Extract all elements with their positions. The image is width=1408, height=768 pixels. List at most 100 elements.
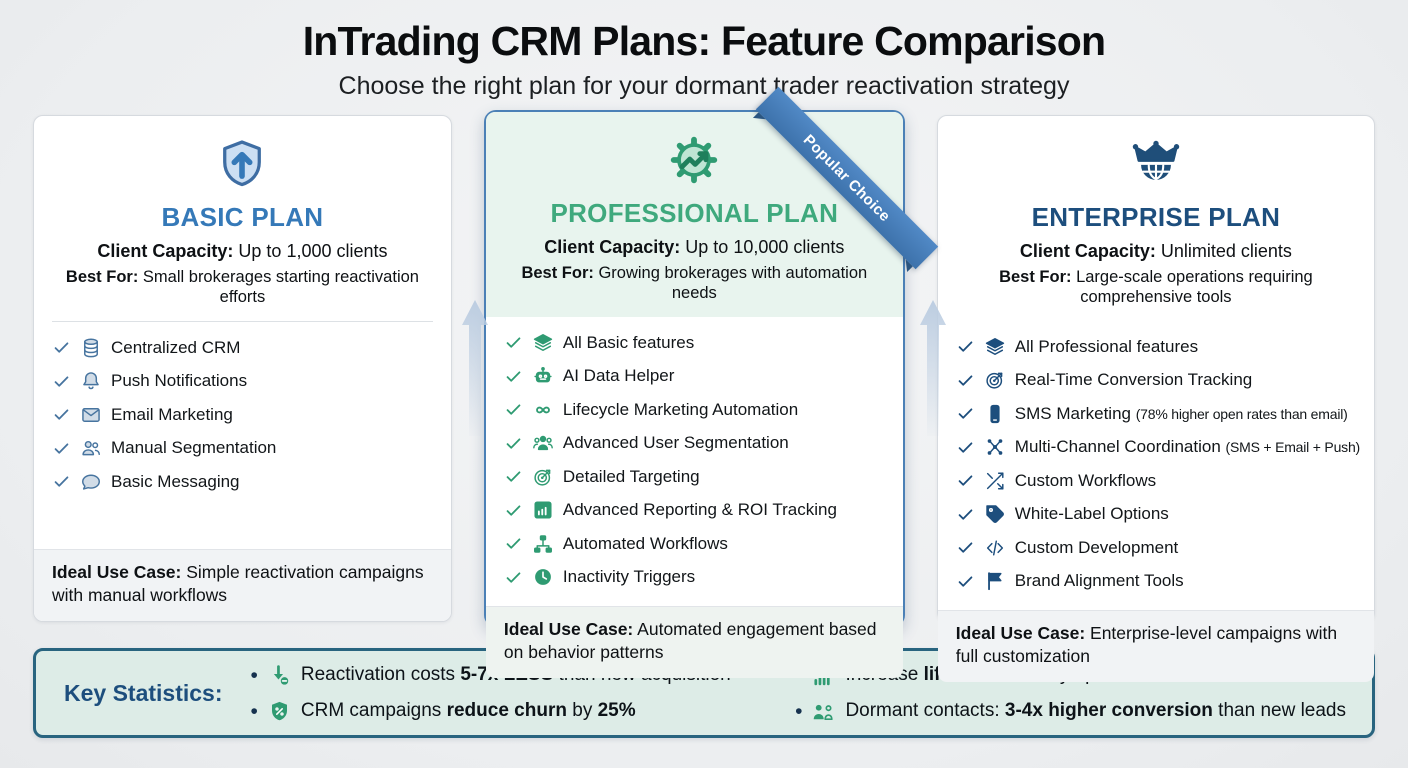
infinity-icon xyxy=(536,406,550,414)
flag-icon xyxy=(987,572,1002,591)
plans-row: BASIC PLAN Client Capacity: Up to 1,000 … xyxy=(33,86,1376,682)
plan-card-basic: BASIC PLAN Client Capacity: Up to 1,000 … xyxy=(33,115,452,622)
plan-header: BASIC PLAN Client Capacity: Up to 1,000 … xyxy=(34,116,451,321)
stat-item: • Dormant contacts: 3-4x higher conversio… xyxy=(795,699,1346,724)
plan-best-for: Best For: Large-scale operations requiri… xyxy=(999,267,1313,307)
bell-icon xyxy=(83,372,99,390)
phone-icon xyxy=(990,404,1000,423)
layers-icon xyxy=(533,333,553,351)
check-icon xyxy=(54,376,69,387)
plan-best-for: Best For: Small brokerages starting reac… xyxy=(65,267,419,307)
feature-label: Real-Time Conversion Tracking xyxy=(1014,370,1253,390)
feature-item: Real-Time Conversion Tracking xyxy=(956,369,1360,391)
plan-card-enterprise: ENTERPRISE PLAN Client Capacity: Unlimit… xyxy=(936,115,1376,682)
feature-note: (78% higher open rates than email) xyxy=(1135,405,1348,422)
tag-icon xyxy=(986,505,1004,524)
feature-item: AI Data Helper xyxy=(504,365,889,387)
feature-label: AI Data Helper xyxy=(562,366,675,386)
feature-label: Lifecycle Marketing Automation xyxy=(562,399,799,419)
stat-item: • CRM campaigns reduce churn by 25% xyxy=(251,699,768,724)
plan-icon-wrap xyxy=(498,132,891,188)
feature-label: Centralized CRM xyxy=(111,337,241,357)
check-icon xyxy=(54,342,69,353)
page-header: InTrading CRM Plans: Feature Comparison … xyxy=(0,0,1408,101)
check-icon xyxy=(958,475,973,486)
target-icon xyxy=(534,469,551,486)
check-icon xyxy=(54,476,69,487)
plan-capacity: Client Capacity: Up to 1,000 clients xyxy=(97,241,388,261)
feature-item: Centralized CRM xyxy=(52,337,437,359)
clock-icon xyxy=(535,569,551,586)
feature-item: Lifecycle Marketing Automation xyxy=(504,399,889,421)
check-icon xyxy=(506,538,521,549)
feature-item: Inactivity Triggers xyxy=(504,566,889,588)
feature-item: White-Label Options xyxy=(956,503,1360,525)
mail-icon xyxy=(82,407,100,422)
feature-item: Automated Workflows xyxy=(504,533,889,555)
feature-item: Multi-Channel Coordination (SMS + Email … xyxy=(956,436,1360,458)
plan-title: PROFESSIONAL PLAN xyxy=(550,198,839,228)
plan-header: ENTERPRISE PLAN Client Capacity: Unlimit… xyxy=(938,116,1374,321)
check-icon xyxy=(506,505,521,516)
check-icon xyxy=(506,404,521,415)
check-icon xyxy=(506,438,521,449)
feature-item: Push Notifications xyxy=(52,370,437,392)
code-icon xyxy=(986,540,1003,556)
users-conversion-icon xyxy=(814,704,834,720)
feature-label: All Basic features xyxy=(562,332,695,352)
bullet: • xyxy=(250,663,258,687)
users-group-icon xyxy=(532,436,553,451)
feature-item: Basic Messaging xyxy=(52,471,437,493)
check-icon xyxy=(506,572,521,583)
check-icon xyxy=(958,442,973,453)
bullet: • xyxy=(795,699,803,723)
check-icon xyxy=(958,375,973,386)
plan-best-for: Best For: Growing brokerages with automa… xyxy=(521,263,868,303)
check-icon xyxy=(958,509,973,520)
upgrade-arrow-icon xyxy=(918,298,948,438)
check-icon xyxy=(506,371,521,382)
feature-item: All Professional features xyxy=(956,336,1360,358)
cost-down-icon xyxy=(273,664,289,685)
check-icon xyxy=(958,576,973,587)
feature-item: Advanced Reporting & ROI Tracking xyxy=(504,499,889,521)
users-icon xyxy=(82,441,100,456)
plan-icon-wrap xyxy=(950,136,1362,192)
feature-item: All Basic features xyxy=(504,332,889,354)
plan-icon-wrap xyxy=(46,136,439,192)
check-icon xyxy=(54,409,69,420)
upgrade-arrow-icon xyxy=(460,298,490,438)
plan-capacity: Client Capacity: Up to 10,000 clients xyxy=(544,237,845,257)
plan-capacity: Client Capacity: Unlimited clients xyxy=(1019,241,1292,261)
chart-icon xyxy=(534,501,552,519)
check-icon xyxy=(506,337,521,348)
feature-item: Detailed Targeting xyxy=(504,466,889,488)
shield-up-icon xyxy=(223,140,262,187)
feature-item: Custom Workflows xyxy=(956,470,1360,492)
check-icon xyxy=(958,408,973,419)
shield-percent-icon xyxy=(271,701,287,720)
stat-text: CRM campaigns reduce churn by 25% xyxy=(300,700,636,721)
feature-label: Push Notifications xyxy=(111,371,248,391)
feature-label: White-Label Options xyxy=(1014,504,1169,524)
feature-label: Custom Workflows xyxy=(1014,470,1157,490)
divider xyxy=(52,320,433,322)
feature-label: Automated Workflows xyxy=(562,533,728,553)
plan-use-case: Ideal Use Case: Automated engagement bas… xyxy=(485,605,903,678)
stat-text: Dormant contacts: 3-4x higher conversion… xyxy=(845,700,1346,721)
feature-label: Multi-Channel Coordination (SMS + Email … xyxy=(1014,437,1361,457)
feature-label: Manual Segmentation xyxy=(111,438,277,458)
chat-icon xyxy=(82,474,100,490)
database-icon xyxy=(84,338,98,358)
feature-item: Advanced User Segmentation xyxy=(504,432,889,454)
feature-list: Centralized CRM Push Notifications Email M… xyxy=(34,322,451,549)
feature-label: Custom Development xyxy=(1014,537,1179,557)
feature-item: Brand Alignment Tools xyxy=(956,570,1360,592)
layers-icon xyxy=(985,337,1004,355)
feature-item: SMS Marketing (78% higher open rates tha… xyxy=(956,403,1360,425)
check-icon xyxy=(506,471,521,482)
plan-use-case: Ideal Use Case: Simple reactivation camp… xyxy=(34,549,451,621)
feature-item: Manual Segmentation xyxy=(52,437,437,459)
plan-card-professional: Popular Choice PROFESSIONAL PLAN Client … xyxy=(483,86,938,678)
